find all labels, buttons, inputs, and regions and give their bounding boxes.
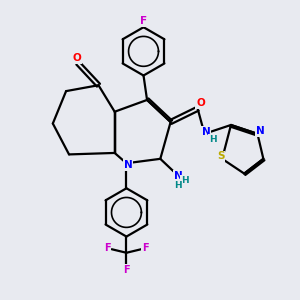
- Text: F: F: [123, 265, 130, 275]
- Text: N: N: [256, 126, 265, 136]
- Text: H: H: [209, 135, 217, 144]
- Text: H: H: [181, 176, 189, 185]
- Text: F: F: [142, 243, 149, 253]
- Text: O: O: [72, 53, 81, 63]
- Text: N: N: [202, 127, 210, 137]
- Text: S: S: [217, 152, 224, 161]
- Text: F: F: [140, 16, 147, 26]
- Text: H: H: [174, 181, 182, 190]
- Text: O: O: [196, 98, 205, 109]
- Text: F: F: [104, 243, 111, 253]
- Text: N: N: [124, 160, 132, 170]
- Text: N: N: [174, 171, 182, 181]
